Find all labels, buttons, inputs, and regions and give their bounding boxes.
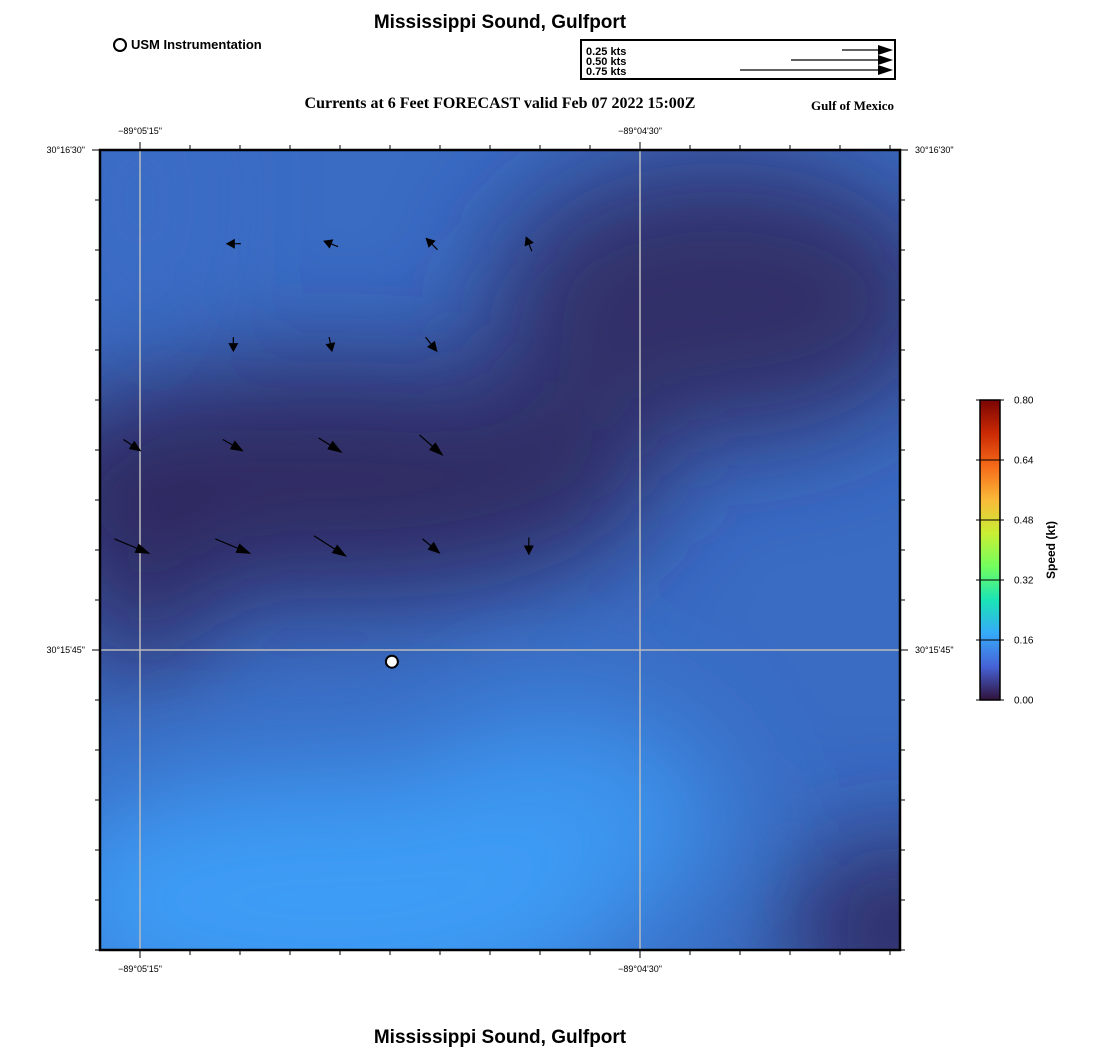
colorbar-tick-label: 0.80: [1014, 396, 1034, 407]
footer-title: Mississippi Sound, Gulfport: [373, 1027, 627, 1048]
colorbar-tick-label: 0.48: [1014, 516, 1034, 527]
current-vector: [523, 537, 534, 556]
scale-arrow: [791, 55, 893, 65]
scale-label-025: 0.25 kts: [586, 46, 626, 58]
colorbar-tick-label: 0.00: [1014, 696, 1034, 707]
x-tick-label-top: −89°04'30": [618, 126, 662, 136]
scale-label-075: 0.75 kts: [586, 66, 626, 78]
current-vector: [123, 438, 142, 452]
current-vector: [215, 538, 252, 554]
colorbar: 0.80 0.64 0.48 0.32 0.16 0.00 Speed (kt): [976, 396, 1058, 707]
scale-arrow: [740, 65, 893, 75]
colorbar-scale: [979, 399, 1001, 701]
current-vectors: [114, 150, 534, 557]
map-title: Mississippi Sound, Gulfport: [373, 12, 627, 33]
y-tick-label-right: 30°16'30": [915, 145, 954, 155]
x-tick-label-bottom: −89°05'15": [118, 964, 162, 974]
forecast-subtitle: Currents at 6 Feet FORECAST valid Feb 07…: [304, 95, 696, 112]
current-vector: [222, 438, 244, 452]
scale-label-050: 0.50 kts: [586, 56, 626, 68]
region-label: Gulf of Mexico: [811, 98, 895, 113]
current-vector: [422, 538, 441, 554]
current-vector: [425, 336, 438, 353]
y-tick-label-left: 30°16'30": [46, 145, 85, 155]
colorbar-tick-label: 0.64: [1014, 456, 1034, 467]
colorbar-label: Speed (kt): [1044, 521, 1058, 579]
current-vector: [419, 434, 444, 456]
y-tick-label-left: 30°15'45": [46, 645, 85, 655]
current-vector: [323, 239, 339, 249]
x-tick-label-bottom: −89°04'30": [618, 964, 662, 974]
frame-ticks: [92, 142, 908, 958]
scale-arrow: [842, 45, 893, 55]
colorbar-tick-label: 0.16: [1014, 636, 1034, 647]
open-circle-icon: [113, 37, 127, 52]
station-marker[interactable]: [384, 654, 399, 669]
current-vector: [318, 437, 343, 453]
current-vector: [313, 535, 348, 557]
scale-legend: 0.25 kts 0.50 kts 0.75 kts: [580, 39, 896, 80]
current-vector: [114, 538, 151, 554]
current-vector: [225, 238, 241, 249]
current-vector: [524, 236, 534, 252]
speed-field: [100, 150, 900, 950]
colorbar-tick-label: 0.32: [1014, 576, 1034, 587]
current-vector: [228, 337, 239, 353]
x-tick-label-top: −89°05'15": [118, 126, 162, 136]
current-vector: [325, 336, 336, 353]
station-legend-label: USM Instrumentation: [131, 37, 262, 52]
y-tick-label-right: 30°15'45": [915, 645, 954, 655]
station-legend: USM Instrumentation: [113, 37, 262, 52]
current-vector: [425, 237, 438, 251]
